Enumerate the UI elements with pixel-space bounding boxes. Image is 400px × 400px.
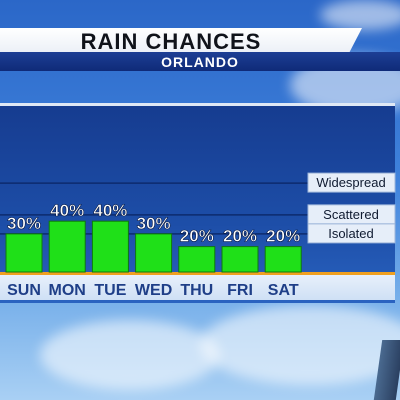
band-label: Scattered [323, 207, 379, 222]
value-label-thu: 20% [180, 227, 214, 246]
bar-sun [5, 233, 43, 273]
title-banner: RAIN CHANCES [0, 28, 362, 56]
x-tick-thu: THU [180, 282, 213, 299]
x-tick-wed: WED [135, 282, 172, 299]
band-label: Widespread [316, 175, 385, 190]
bar-fri [221, 246, 259, 273]
x-tick-sat: SAT [268, 282, 299, 299]
x-tick-fri: FRI [227, 282, 253, 299]
bar-thu [178, 246, 216, 273]
x-tick-tue: TUE [94, 282, 126, 299]
x-tick-sun: SUN [7, 282, 41, 299]
subtitle-banner: ORLANDO [0, 52, 400, 71]
page-title: RAIN CHANCES [80, 29, 262, 54]
value-labels: 30% 40% 40% 30% 20% 20% 20% [7, 201, 301, 246]
location-subtitle: ORLANDO [161, 53, 239, 70]
value-label-mon: 40% [50, 201, 84, 220]
bar-wed [135, 233, 173, 273]
x-tick-labels: SUN MON TUE WED THU FRI SAT [7, 282, 299, 299]
value-label-tue: 40% [93, 201, 127, 220]
value-label-sun: 30% [7, 214, 41, 233]
bar-tue [91, 220, 129, 273]
band-label-box [307, 172, 396, 193]
band-label-box [307, 223, 396, 244]
x-tick-mon: MON [49, 282, 86, 299]
reference-bands: Widespread Scattered Isolated [0, 172, 396, 244]
bar-sat [264, 246, 302, 273]
band-label: Isolated [328, 226, 374, 241]
chart-baseline [0, 272, 395, 275]
value-label-sat: 20% [266, 227, 300, 246]
bars-group [5, 220, 302, 273]
value-label-fri: 20% [223, 227, 257, 246]
bar-mon [48, 220, 86, 273]
x-axis-strip [0, 275, 395, 300]
value-label-wed: 30% [137, 214, 171, 233]
